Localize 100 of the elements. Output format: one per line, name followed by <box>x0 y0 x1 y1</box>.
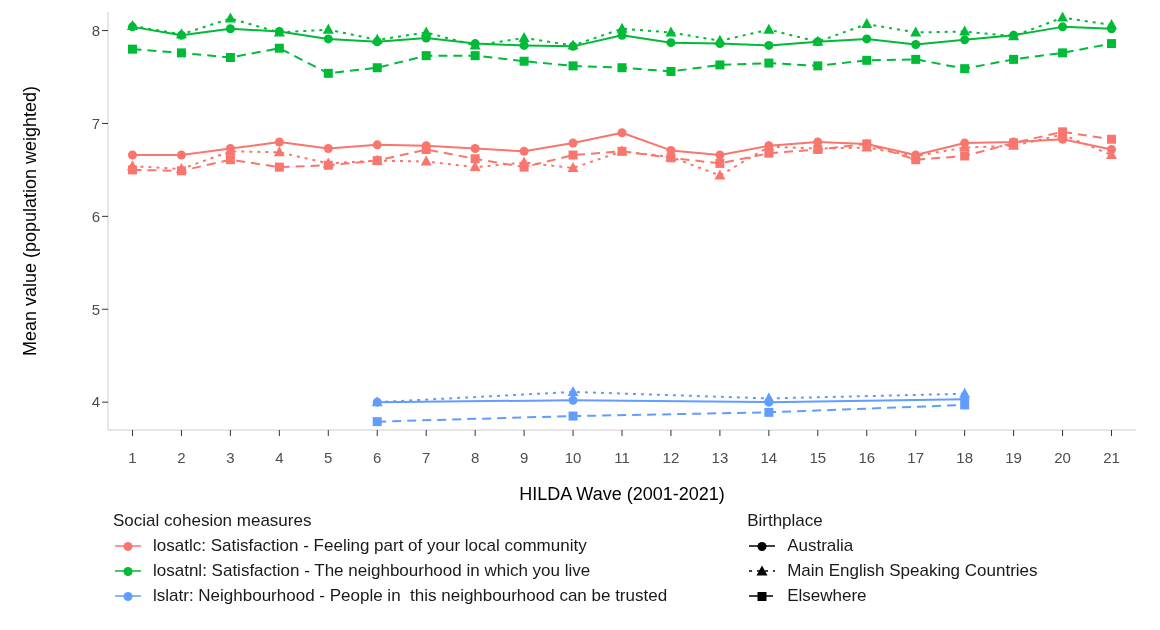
point <box>960 64 970 74</box>
x-tick-label: 2 <box>177 448 186 466</box>
point <box>1058 22 1068 32</box>
point <box>715 158 725 168</box>
x-tick-label: 11 <box>614 448 630 466</box>
x-tick-label: 20 <box>1054 448 1071 466</box>
point <box>470 154 480 164</box>
point <box>274 43 284 53</box>
point <box>127 44 137 54</box>
x-tick-label: 16 <box>858 448 876 466</box>
point <box>568 138 578 148</box>
point <box>224 12 236 23</box>
point <box>714 169 726 180</box>
y-tick-label: 6 <box>91 207 100 225</box>
text: Australia <box>787 535 854 557</box>
x-tick-label: 14 <box>760 448 778 466</box>
point <box>322 23 334 34</box>
point <box>861 18 873 29</box>
point <box>274 162 284 172</box>
y-tick-label: 5 <box>91 300 100 318</box>
point <box>225 155 235 165</box>
x-tick-label: 7 <box>422 448 431 466</box>
x-axis-title: HILDA Wave (2001-2021) <box>519 484 725 504</box>
point <box>666 66 676 76</box>
point <box>763 23 775 34</box>
point <box>617 63 627 73</box>
x-tick-label: 13 <box>711 448 729 466</box>
point <box>862 34 872 44</box>
point <box>1009 54 1019 64</box>
point <box>567 385 579 396</box>
point <box>959 387 971 398</box>
point <box>225 53 235 63</box>
point <box>568 61 578 71</box>
point <box>764 58 774 68</box>
text: Birthplace <box>747 510 824 532</box>
point <box>176 150 186 160</box>
y-tick-label: 7 <box>91 114 100 132</box>
x-tick-label: 19 <box>1005 448 1022 466</box>
point <box>911 40 921 50</box>
x-tick-label: 3 <box>226 448 235 466</box>
point <box>714 34 726 45</box>
point <box>1058 48 1068 58</box>
point <box>519 146 529 156</box>
point <box>960 151 970 161</box>
point <box>568 395 578 405</box>
legend-label: losatnl: Satisfaction - The neighbourhood in which you live <box>153 560 591 582</box>
x-tick-label: 10 <box>564 448 582 466</box>
y-tick-label: 4 <box>91 393 100 411</box>
point <box>567 162 579 173</box>
x-tick-label: 21 <box>1103 448 1120 466</box>
point <box>323 144 333 154</box>
point <box>715 150 725 160</box>
point <box>273 146 285 157</box>
point <box>960 35 970 45</box>
legend-label: lslatr: Neighbourhood - People in this neighbourhood can be trusted <box>153 585 668 607</box>
point <box>323 34 333 44</box>
point <box>568 150 578 160</box>
x-tick-label: 12 <box>662 448 680 466</box>
point <box>665 26 677 37</box>
point <box>127 150 137 160</box>
point <box>127 165 137 175</box>
point <box>959 25 971 36</box>
point <box>470 144 480 154</box>
point <box>764 148 774 158</box>
x-tick-label: 6 <box>373 448 382 466</box>
point <box>617 146 627 156</box>
point <box>1107 134 1117 144</box>
point <box>862 55 872 65</box>
point <box>910 26 922 37</box>
point <box>617 128 627 138</box>
point <box>568 411 578 421</box>
x-tick-label: 18 <box>956 448 974 466</box>
x-tick-label: 9 <box>519 448 529 466</box>
point <box>960 400 970 410</box>
point <box>470 51 480 61</box>
legend-label: losatlc: Satisfaction - Feeling part of your local community <box>153 535 587 557</box>
point <box>519 162 529 172</box>
point <box>274 137 284 147</box>
point <box>420 155 432 166</box>
point <box>519 56 529 66</box>
y-tick-label: 8 <box>91 21 100 39</box>
x-tick-label: 4 <box>275 448 284 466</box>
text: Main English Speaking Countries <box>787 560 1038 582</box>
point <box>666 38 676 48</box>
point <box>372 63 382 73</box>
point <box>518 32 530 43</box>
point <box>372 140 382 150</box>
point <box>764 40 774 50</box>
point <box>911 54 921 64</box>
point <box>420 26 432 37</box>
point <box>813 61 823 71</box>
point <box>1057 12 1069 22</box>
point <box>323 68 333 78</box>
point <box>372 417 382 427</box>
point <box>371 33 383 44</box>
x-tick-label: 15 <box>809 448 827 466</box>
point <box>911 155 921 165</box>
point <box>715 60 725 70</box>
legend-title: Social cohesion measures <box>113 510 313 532</box>
point <box>421 51 431 61</box>
